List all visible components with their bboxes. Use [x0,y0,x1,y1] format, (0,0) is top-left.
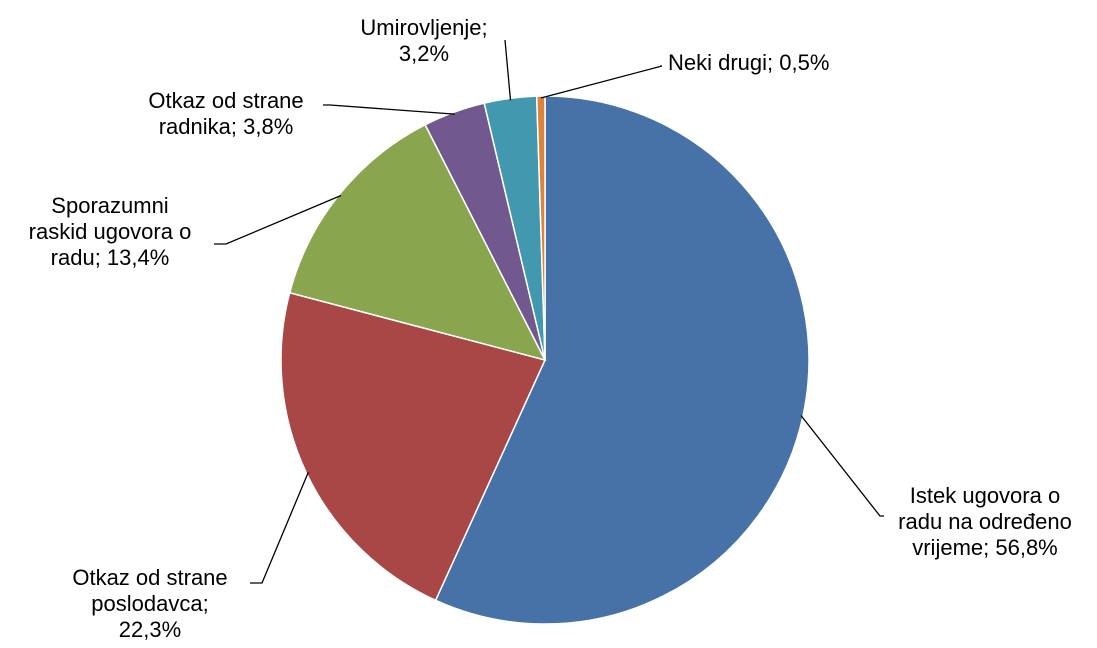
leader-line-5 [504,39,512,101]
slice-label-3: Sporazumni raskid ugovora o radu; 13,4% [29,193,192,270]
slice-labels: Istek ugovora o radu na određeno vrijeme; … [29,15,1072,642]
leader-lines [214,39,884,584]
pie-slice-2 [280,291,547,602]
slice-label-line: radu; 13,4% [51,245,170,270]
slice-label-line: radnika; 3,8% [159,114,294,139]
slice-label-line: Sporazumni [51,193,168,218]
slice-label-line: Istek ugovora o [910,483,1060,508]
slice-label-line: Otkaz od strane [148,88,303,113]
leader-line-4 [323,104,455,115]
leader-line-1 [800,415,884,517]
slice-label-5: Umirovljenje; 3,2% [360,15,487,66]
slice-label-line: radu na određeno [898,509,1072,534]
pie-slice-6 [535,95,546,361]
slice-label-line: vrijeme; 56,8% [912,535,1058,560]
pie-slice-1 [434,95,810,625]
slice-label-line: Otkaz od strane [72,565,227,590]
slice-label-line: Neki drugi; 0,5% [668,50,829,75]
pie-slices [280,95,810,625]
leader-line-3 [214,194,342,245]
slice-label-line: Umirovljenje; [360,15,487,40]
leader-line-6 [540,65,663,99]
slice-label-line: raskid ugovora o [29,219,192,244]
slice-label-line: poslodavca; [91,591,208,616]
slice-label-2: Otkaz od strane poslodavca; 22,3% [72,565,227,642]
slice-label-1: Istek ugovora o radu na određeno vrijeme; … [898,483,1072,560]
pie-slice-3 [288,123,547,362]
slice-label-line: 22,3% [119,617,181,642]
slice-label-4: Otkaz od strane radnika; 3,8% [148,88,303,139]
leader-line-2 [250,472,309,584]
slice-label-6: Neki drugi; 0,5% [668,50,829,75]
slice-label-line: 3,2% [399,41,449,66]
